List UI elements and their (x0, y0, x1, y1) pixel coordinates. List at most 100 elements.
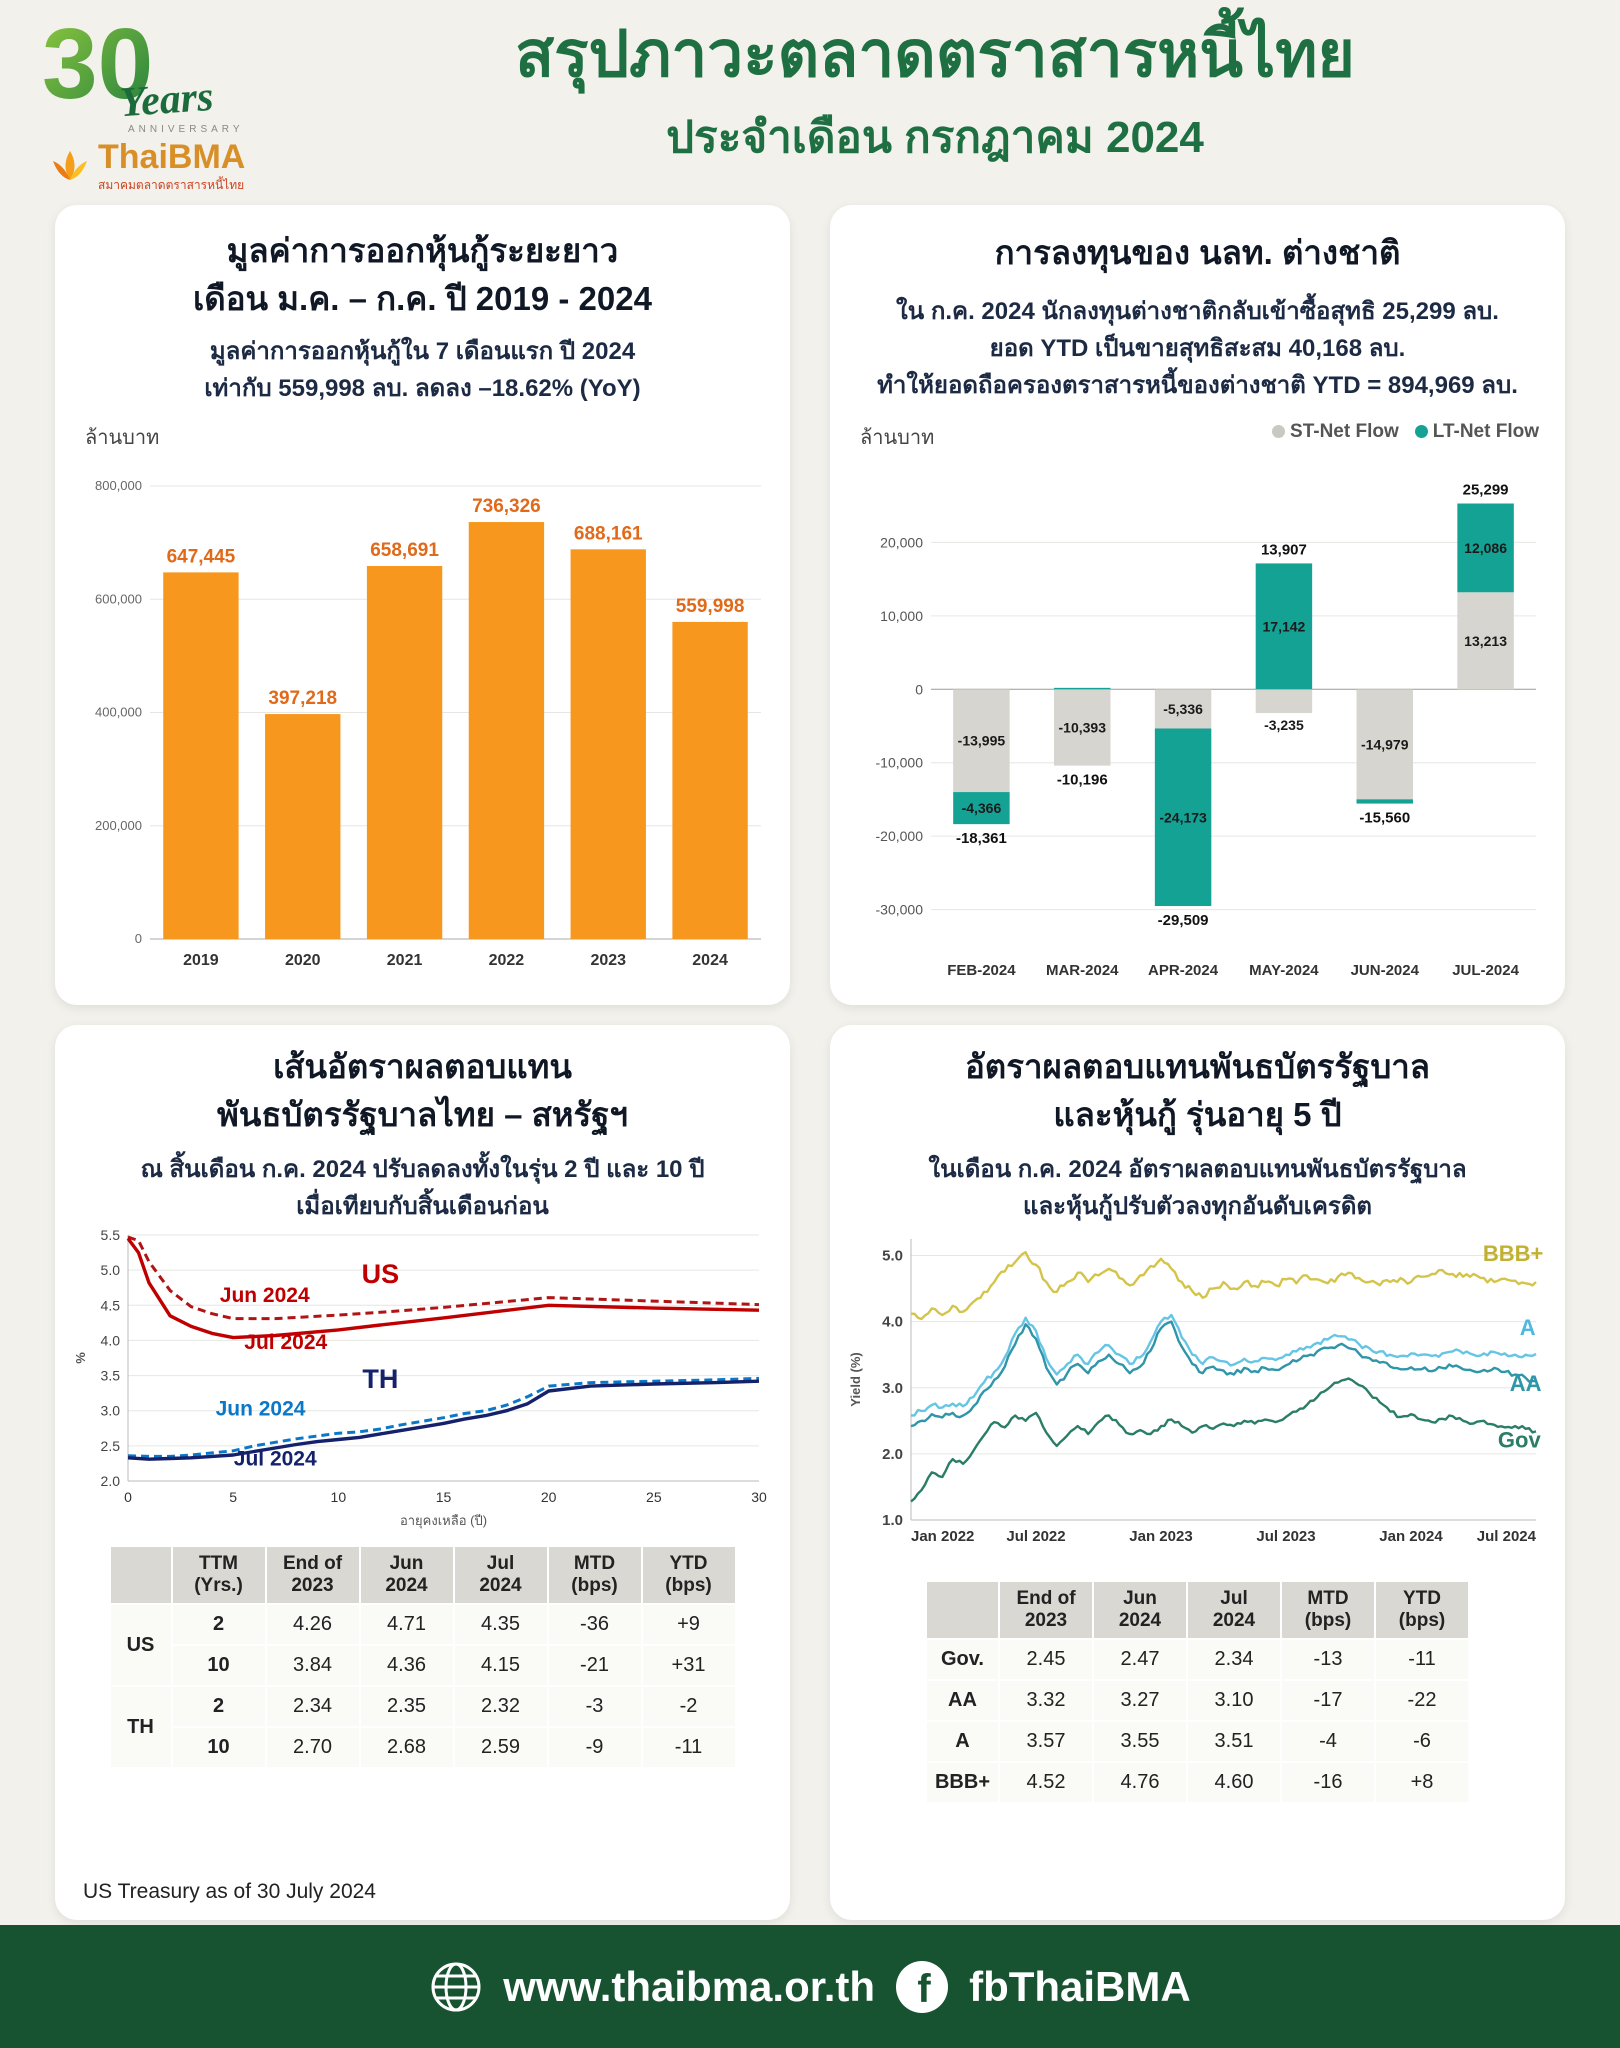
chart-label: 4.5 (101, 1297, 121, 1313)
card3-title-line2: พันธบัตรรัฐบาลไทย – สหรัฐฯ (217, 1095, 628, 1133)
chart-label: Jul 2023 (1256, 1528, 1315, 1545)
series-Gov (910, 1377, 1537, 1503)
bar-2023 (570, 549, 646, 939)
chart-label: Jan 2022 (911, 1528, 974, 1545)
chart-label: 13,213 (1464, 633, 1507, 649)
logo-anniversary: ANNIVERSARY (128, 124, 244, 135)
series-US Jul 2024 (126, 1237, 760, 1340)
table-cell: 4.26 (266, 1605, 359, 1644)
card4-title: อัตราผลตอบแทนพันธบัตรรัฐบาล และหุ้นกู้ ร… (830, 1043, 1565, 1139)
table-cell: -2 (642, 1687, 735, 1726)
table-header-cell: MTD (bps) (548, 1547, 641, 1603)
chart-label: -30,000 (876, 902, 924, 918)
annotation-TH: TH (362, 1364, 398, 1394)
table-header-cell: End of 2023 (266, 1547, 359, 1603)
chart-label: 4.0 (882, 1314, 903, 1331)
table-header-cell: TTM (Yrs.) (172, 1547, 265, 1603)
chart-label: Yield (%) (848, 1352, 863, 1406)
table-cell: -3 (548, 1687, 641, 1726)
chart-label: Jul 2022 (1006, 1528, 1065, 1545)
annotation-Jun 2024: Jun 2024 (220, 1284, 310, 1307)
chart-label: 3.0 (882, 1380, 903, 1397)
legend-st-net-flow: ST-Net Flow (1272, 421, 1399, 443)
chart-label: % (73, 1352, 88, 1364)
chart-label: 30 (751, 1489, 767, 1505)
chart-label: 0 (915, 681, 923, 697)
series-TH Jul 2024 (127, 1379, 760, 1461)
segment-LT-Net Flow-JUL-2024 (1457, 503, 1514, 593)
chart-label: 2022 (489, 952, 525, 969)
segment-LT-Net Flow-APR-2024 (1154, 728, 1212, 907)
corp-yield-table: End of 2023 Jun 2024 Jul 2024 MTD (bps) YTD … (925, 1580, 1470, 1804)
card1-title-line2: เดือน ม.ค. – ก.ค. ปี 2019 - 2024 (193, 279, 652, 317)
logo-30: 30 (42, 14, 272, 114)
table-cell: 4.71 (360, 1605, 453, 1644)
table-cell: -22 (1376, 1681, 1468, 1720)
table-header-cell: End of 2023 (1000, 1582, 1092, 1638)
chart-label: 3.5 (101, 1368, 121, 1384)
chart-label: -3,235 (1264, 717, 1304, 733)
annotation-Jul 2024: Jul 2024 (244, 1331, 327, 1354)
chart-label: -10,393 (1059, 719, 1107, 735)
bar-2024 (672, 621, 748, 939)
card3-title-line1: เส้นอัตราผลตอบแทน (273, 1048, 572, 1085)
annotation-Gov: Gov (1498, 1427, 1542, 1452)
chart-label: MAY-2024 (1249, 962, 1319, 979)
table-cell: 4.36 (360, 1646, 453, 1685)
st-net-flow-dot-icon (1272, 425, 1286, 439)
card-corp-yields: อัตราผลตอบแทนพันธบัตรรัฐบาล และหุ้นกู้ ร… (830, 1025, 1565, 1920)
chart-label: MAR-2024 (1046, 962, 1119, 979)
segment-ST-Net Flow-MAY-2024 (1255, 689, 1313, 714)
segment-ST-Net Flow-JUN-2024 (1356, 689, 1413, 800)
yield-table-wrap: TTM (Yrs.) End of 2023 Jun 2024 Jul 2024 MTD… (55, 1545, 790, 1769)
table-cell: -11 (1376, 1640, 1468, 1679)
table-cell: 2.68 (360, 1728, 453, 1767)
table-cell: Gov. (926, 1640, 998, 1679)
chart-label: 17,142 (1263, 618, 1306, 634)
chart-label: JUL-2024 (1452, 962, 1519, 979)
table-header-cell (110, 1547, 171, 1603)
table-cell: 10 (172, 1728, 265, 1767)
series-A (910, 1313, 1537, 1417)
chart-label: 5.0 (882, 1248, 903, 1265)
table-cell: 3.84 (266, 1646, 359, 1685)
facebook-icon[interactable]: f (895, 1960, 949, 2014)
chart-label: 13,907 (1261, 541, 1307, 558)
table-cell: AA (926, 1681, 998, 1720)
table-cell: 4.35 (454, 1605, 547, 1644)
series-US Jun 2024 (127, 1235, 760, 1321)
segment-LT-Net Flow-JUN-2024 (1356, 799, 1413, 804)
chart-label: 397,218 (268, 688, 337, 709)
table-header-cell: Jun 2024 (360, 1547, 453, 1603)
table-header-cell: YTD (bps) (642, 1547, 735, 1603)
chart-label: 2.0 (101, 1473, 121, 1489)
page-subtitle: ประจำเดือน กรกฎาคม 2024 (666, 112, 1204, 162)
flow-chart-legend: ST-Net Flow LT-Net Flow (1272, 421, 1539, 443)
table-cell: US (110, 1605, 171, 1685)
chart-label: 12,086 (1464, 540, 1507, 556)
facebook-link[interactable]: fbThaiBMA (969, 1962, 1191, 2010)
chart-label: -14,979 (1361, 736, 1409, 752)
chart-label: อายุคงเหลือ (ปี) (400, 1513, 487, 1529)
table-cell: -16 (1282, 1763, 1374, 1802)
table-cell: 3.32 (1000, 1681, 1092, 1720)
table-cell: 4.60 (1188, 1763, 1280, 1802)
chart-label: 688,161 (574, 523, 643, 544)
chart-label: 20,000 (880, 534, 923, 550)
website-link[interactable]: www.thaibma.or.th (503, 1962, 876, 2010)
page-titles: สรุปภาวะตลาดตราสารหนี้ไทย ประจำเดือน กรก… (280, 18, 1590, 172)
chart-label: JUN-2024 (1351, 962, 1420, 979)
table-row: US 2 4.26 4.71 4.35 -36 +9 (110, 1605, 735, 1685)
card3-subtitle-line2: เมื่อเทียบกับสิ้นเดือนก่อน (296, 1193, 549, 1221)
chart-label: -10,000 (876, 755, 924, 771)
chart-label: 0 (124, 1489, 132, 1505)
table-cell: -21 (548, 1646, 641, 1685)
legend-lt-label: LT-Net Flow (1432, 421, 1539, 442)
thaibma-brand: ThaiBMA สมาคมตลาดตราสารหนี้ไทย (48, 140, 245, 195)
card-bond-issuance: มูลค่าการออกหุ้นกู้ระยะยาว เดือน ม.ค. – … (55, 205, 790, 1005)
table-cell: 2.47 (1094, 1640, 1186, 1679)
chart-label: -29,509 (1158, 912, 1209, 929)
table-cell: 2.35 (360, 1687, 453, 1726)
table-cell: 3.55 (1094, 1722, 1186, 1761)
segment-LT-Net Flow-MAY-2024 (1255, 563, 1313, 690)
